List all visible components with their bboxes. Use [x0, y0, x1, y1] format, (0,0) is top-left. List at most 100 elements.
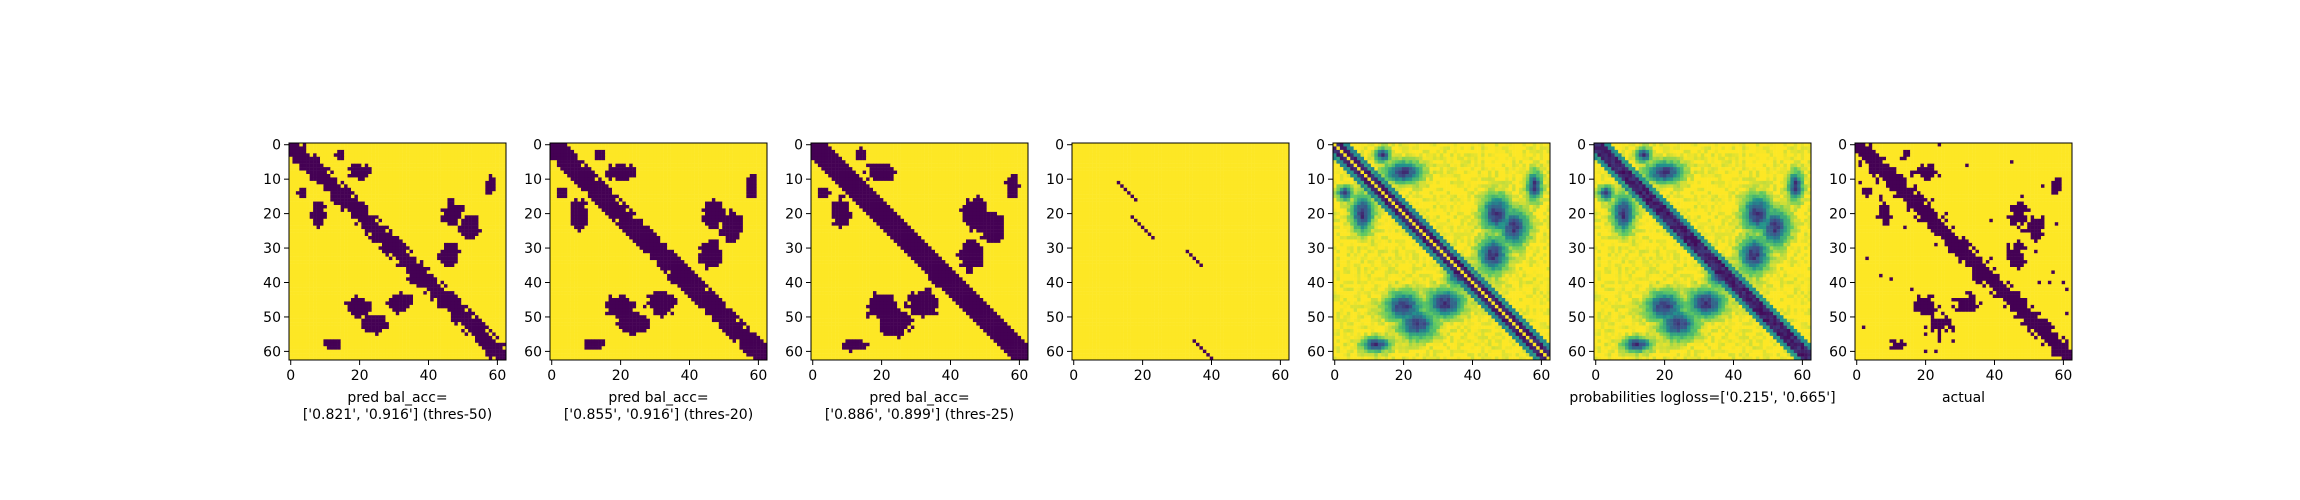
heatmap-cell [361, 170, 366, 175]
heatmap-cell [615, 177, 620, 182]
heatmap-cell [344, 156, 348, 161]
heatmap-cell [556, 149, 561, 154]
heatmap-cell [292, 194, 297, 199]
heatmap-cell [299, 346, 304, 350]
heatmap-cell [444, 342, 448, 347]
heatmap-cell [639, 153, 644, 158]
heatmap-cell [502, 308, 507, 313]
heatmap-cell [395, 304, 400, 309]
heatmap-cell [347, 156, 352, 161]
heatmap-cell [313, 335, 317, 340]
heatmap-cell [587, 194, 592, 199]
heatmap-cell [430, 315, 434, 319]
heatmap-cell [402, 284, 407, 288]
heatmap-cell [701, 153, 706, 158]
heatmap-cell [292, 291, 297, 295]
heatmap-cell [371, 239, 376, 244]
heatmap-cell [718, 180, 723, 185]
heatmap-cell [378, 184, 383, 189]
heatmap-cell [306, 205, 310, 209]
heatmap-cell [295, 287, 300, 292]
heatmap-cell [591, 156, 596, 161]
heatmap-cell [447, 270, 452, 275]
heatmap-cell [371, 322, 376, 326]
heatmap-cell [368, 325, 372, 330]
heatmap-cell [430, 218, 434, 223]
heatmap-cell [594, 170, 599, 175]
heatmap-cell [433, 239, 438, 244]
heatmap-cell [385, 205, 390, 209]
heatmap-cell [371, 211, 376, 216]
heatmap-cell [698, 177, 702, 182]
heatmap-cell [560, 160, 565, 164]
heatmap-cell [302, 191, 307, 195]
heatmap-cell [440, 215, 445, 220]
heatmap-cell [430, 174, 434, 178]
heatmap-cell [423, 191, 428, 195]
heatmap-cell [464, 174, 469, 178]
heatmap-cell [306, 229, 310, 233]
heatmap-cell [340, 280, 345, 285]
heatmap-cell [468, 149, 472, 154]
heatmap-cell [330, 242, 335, 247]
heatmap-cell [299, 208, 304, 213]
heatmap-cell [461, 232, 465, 237]
heatmap-cell [289, 273, 293, 278]
heatmap-cell [433, 163, 438, 168]
heatmap-cell [330, 291, 335, 295]
heatmap-cell [450, 322, 455, 326]
heatmap-cell [461, 143, 465, 147]
heatmap-cell [409, 253, 414, 257]
heatmap-cell [499, 322, 503, 326]
heatmap-cell [295, 249, 300, 254]
heatmap-cell [457, 318, 462, 323]
heatmap-cell [492, 311, 496, 316]
heatmap-cell [292, 229, 297, 233]
heatmap-cell [292, 318, 297, 323]
heatmap-cell [371, 339, 376, 344]
heatmap-cell [495, 335, 500, 340]
heatmap-cell [316, 194, 321, 199]
heatmap-cell [413, 304, 417, 309]
heatmap-cell [416, 349, 421, 354]
heatmap-cell [587, 143, 592, 147]
heatmap-cell [309, 236, 314, 240]
heatmap-cell [461, 218, 465, 223]
heatmap-cell [711, 153, 716, 158]
heatmap-cell [430, 191, 434, 195]
heatmap-cell [313, 301, 317, 306]
heatmap-cell [388, 180, 393, 185]
heatmap-cell [426, 198, 431, 202]
heatmap-cell [715, 146, 720, 151]
heatmap-cell [612, 143, 616, 147]
heatmap-cell [663, 156, 668, 161]
heatmap-cell [309, 342, 314, 347]
heatmap-cell [295, 239, 300, 244]
heatmap-cell [488, 218, 493, 223]
heatmap-cell [368, 174, 372, 178]
heatmap-cell [488, 325, 493, 330]
heatmap-cell [385, 156, 390, 161]
heatmap-cell [426, 304, 431, 309]
heatmap-cell [502, 201, 507, 206]
heatmap-cell [444, 325, 448, 330]
heatmap-cell [351, 232, 355, 237]
heatmap-cell [478, 222, 483, 226]
heatmap-cell [330, 187, 335, 192]
heatmap-cell [337, 270, 341, 275]
heatmap-cell [581, 174, 585, 178]
heatmap-cell [461, 146, 465, 151]
heatmap-cell [457, 229, 462, 233]
heatmap-cell [316, 273, 321, 278]
heatmap-cell [444, 156, 448, 161]
heatmap-cell [413, 322, 417, 326]
heatmap-cell [289, 167, 293, 171]
heatmap-cell [468, 263, 472, 268]
heatmap-cell [399, 273, 403, 278]
heatmap-cell [364, 174, 369, 178]
heatmap-cell [471, 308, 476, 313]
heatmap-cell [419, 325, 424, 330]
heatmap-cell [680, 177, 685, 182]
heatmap-cell [375, 229, 379, 233]
heatmap-cell [550, 143, 554, 147]
